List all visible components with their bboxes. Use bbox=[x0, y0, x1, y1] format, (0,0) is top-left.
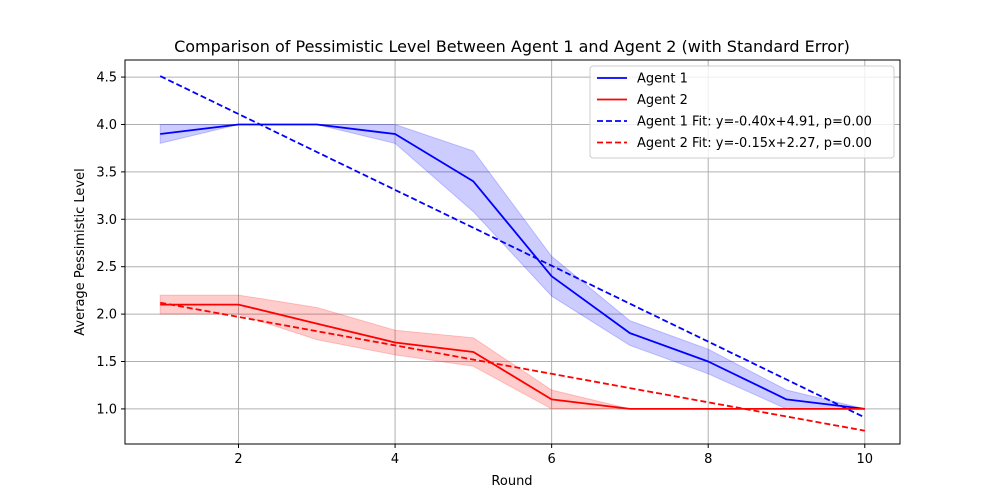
y-tick-label: 1.0 bbox=[96, 402, 117, 417]
series-lines bbox=[159, 75, 866, 432]
y-tick-label: 1.5 bbox=[96, 355, 117, 370]
x-axis-label: Round bbox=[491, 474, 532, 489]
line-series-2 bbox=[160, 303, 865, 410]
x-tick-label: 2 bbox=[234, 452, 242, 467]
legend-label-4: Agent 2 Fit: y=-0.15x+2.27, p=0.00 bbox=[637, 136, 872, 151]
y-tick-label: 4.5 bbox=[96, 71, 117, 86]
legend: Agent 1 Agent 2 Agent 1 Fit: y=-0.40x+4.91… bbox=[589, 65, 895, 159]
x-tick-label: 4 bbox=[391, 452, 399, 467]
y-axis-label: Average Pessimistic Level bbox=[73, 168, 88, 335]
x-tick-label: 10 bbox=[856, 452, 873, 467]
y-tick-label: 3.0 bbox=[96, 213, 117, 228]
fit-line-series-3 bbox=[159, 75, 866, 419]
y-tick-label: 3.5 bbox=[96, 165, 117, 180]
legend-box bbox=[589, 65, 895, 159]
y-tick-label: 2.0 bbox=[96, 308, 117, 323]
y-tick-label: 4.0 bbox=[96, 118, 117, 133]
x-tick-label: 8 bbox=[704, 452, 712, 467]
line-series-1 bbox=[160, 123, 865, 410]
legend-label-3: Agent 1 Fit: y=-0.40x+4.91, p=0.00 bbox=[637, 115, 872, 130]
plot-frame bbox=[124, 59, 901, 445]
legend-label-2: Agent 2 bbox=[637, 93, 688, 108]
y-tick-label: 2.5 bbox=[96, 260, 117, 275]
legend-label-1: Agent 1 bbox=[637, 72, 688, 87]
chart-title: Comparison of Pessimistic Level Between … bbox=[174, 37, 850, 56]
axis-ticks: 2 4 6 8 10 1.0 1.5 2.0 2.5 3.0 3.5 4.0 4.5 bbox=[96, 71, 873, 467]
x-tick-label: 6 bbox=[548, 452, 556, 467]
